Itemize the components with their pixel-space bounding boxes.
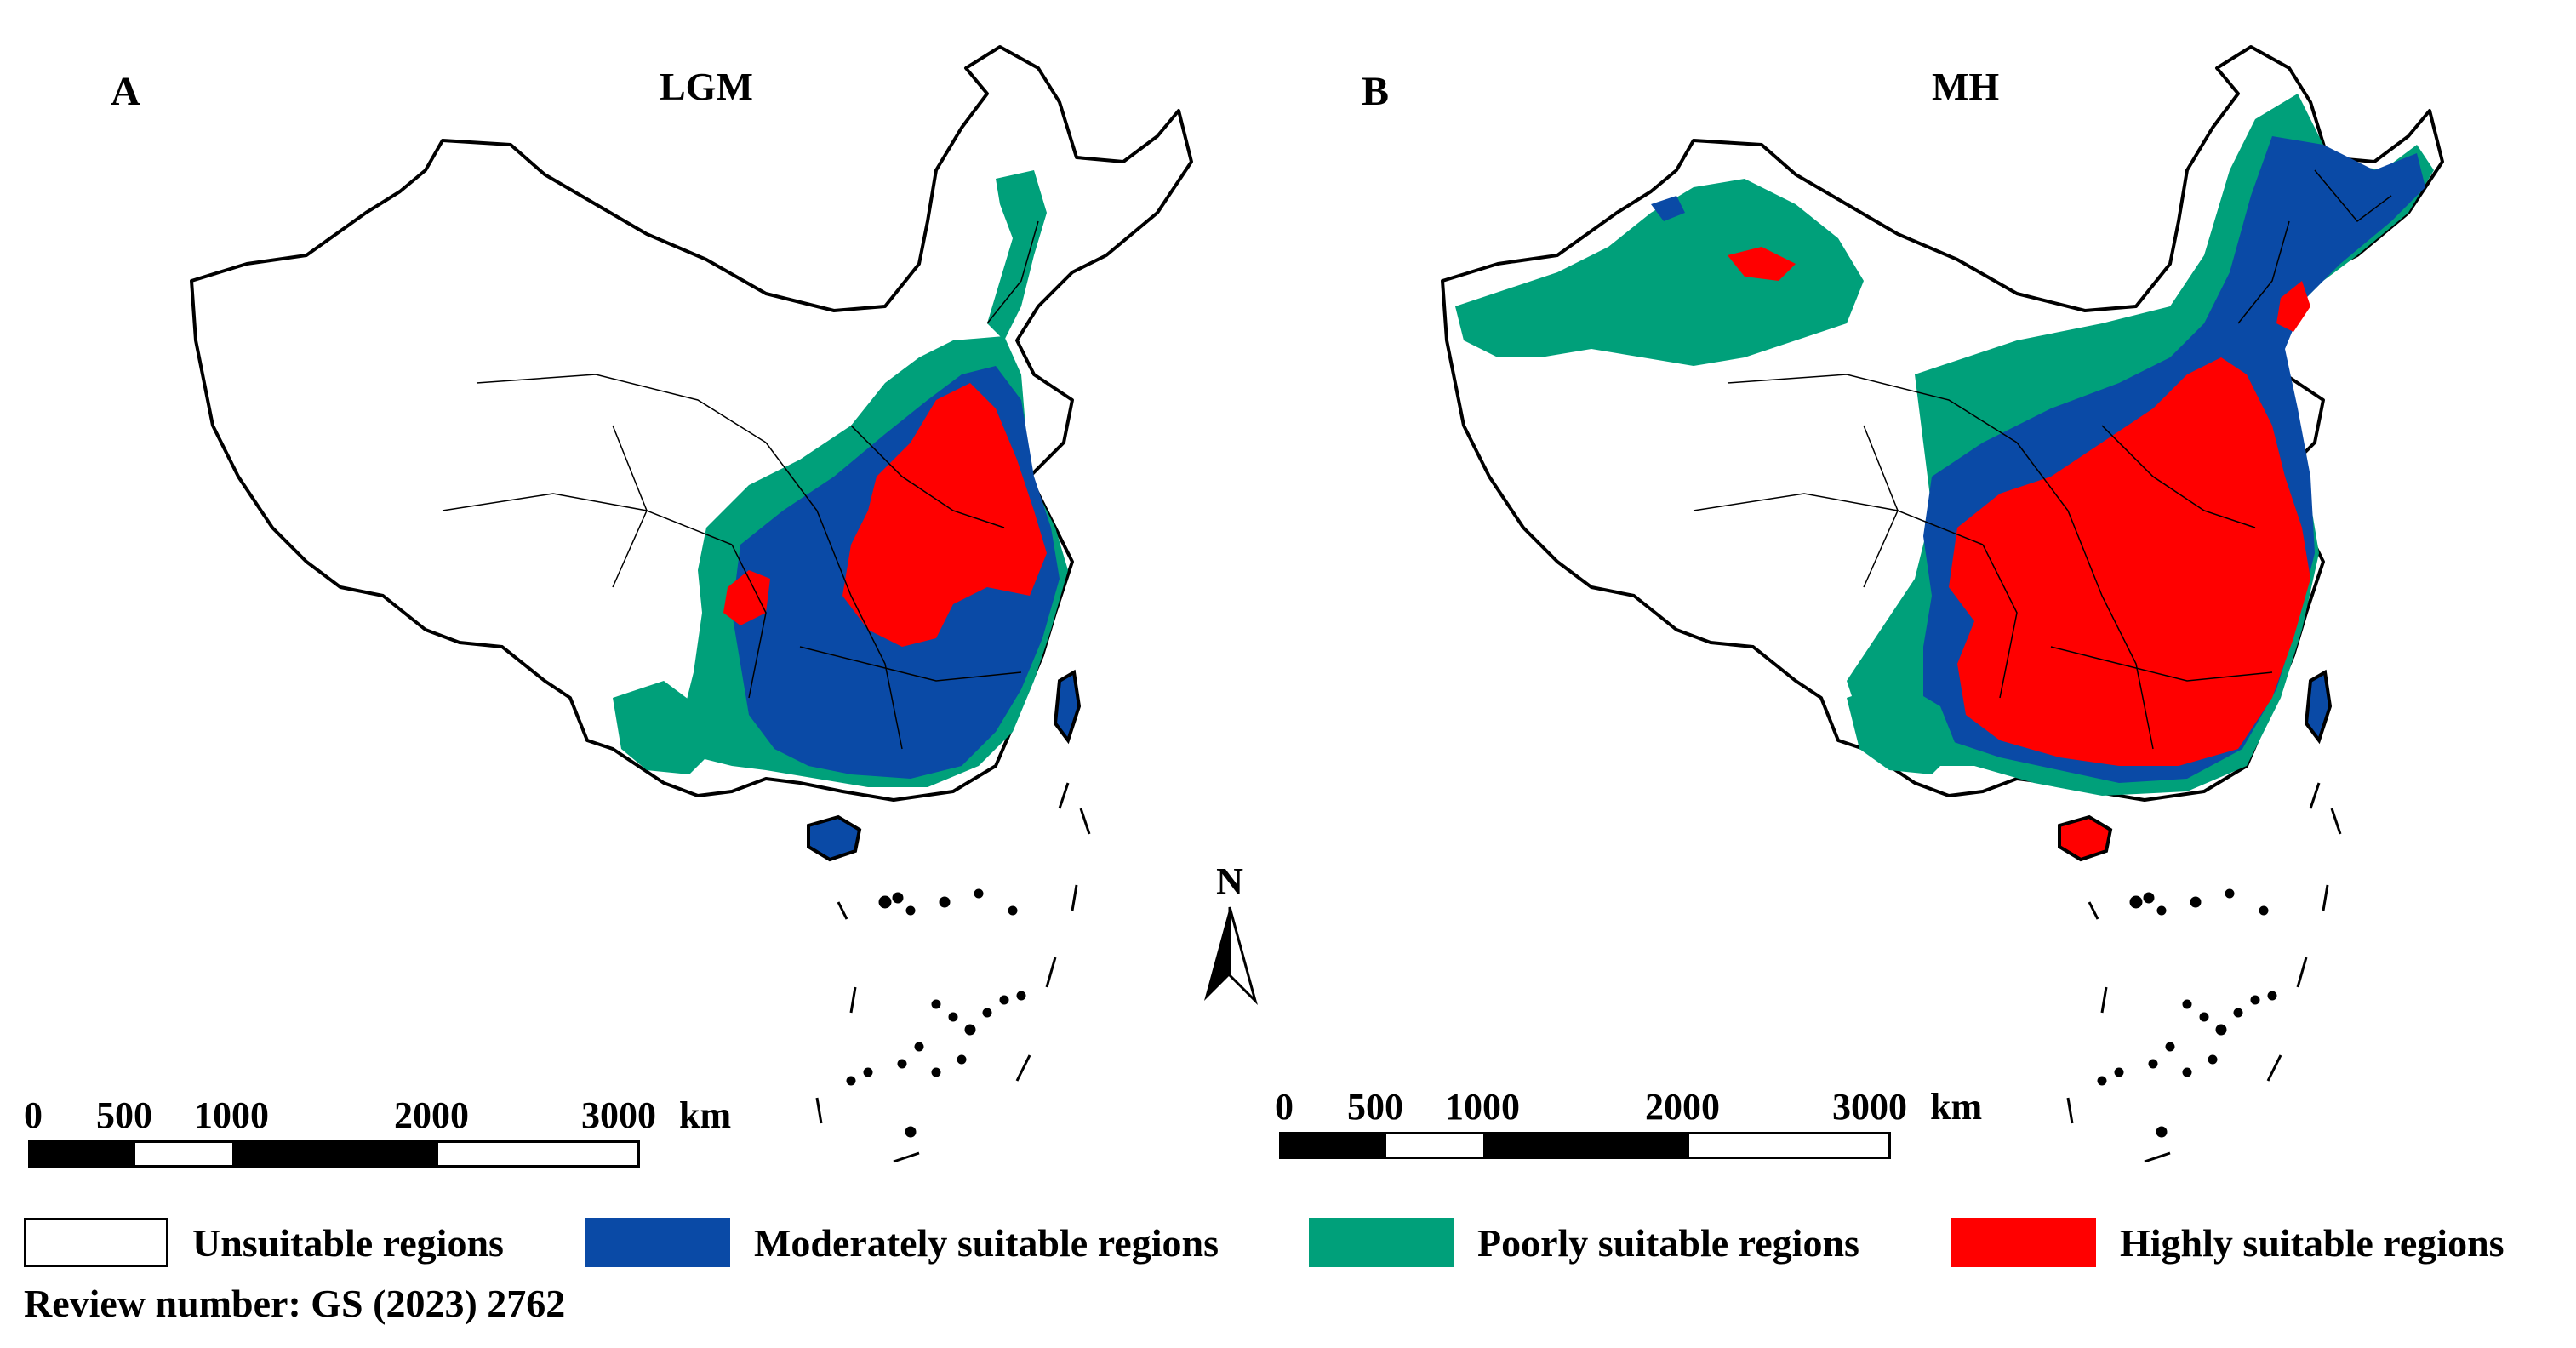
north-arrow-icon <box>1204 906 1258 1006</box>
scale-segment <box>233 1140 437 1168</box>
legend-label: Unsuitable regions <box>192 1220 504 1265</box>
legend-item-moderate: Moderately suitable regions <box>585 1213 1219 1272</box>
scale-bar: 0 500 1000 2000 3000 km <box>24 1094 731 1179</box>
legend-item-poor: Poorly suitable regions <box>1309 1213 1859 1272</box>
scale-segment <box>28 1140 134 1168</box>
scale-segment <box>436 1140 640 1168</box>
high-zone <box>1949 357 2310 766</box>
scale-tick-label: 1000 <box>194 1094 269 1136</box>
moderate-zone-xinjiang <box>1651 196 1685 221</box>
poor-zone-southwest <box>613 681 715 774</box>
scale-tick-label: 0 <box>1275 1086 1294 1128</box>
taiwan-island <box>2304 669 2333 745</box>
taiwan-island <box>1053 669 1082 745</box>
scale-tick-label: 2000 <box>394 1094 469 1136</box>
scale-segment <box>1484 1132 1688 1159</box>
legend-label: Poorly suitable regions <box>1477 1220 1859 1265</box>
china-map-mh <box>1441 45 2444 1163</box>
high-zone-xinjiang <box>1728 247 1796 281</box>
legend-label: Moderately suitable regions <box>754 1220 1219 1265</box>
scale-tick-label: 2000 <box>1645 1086 1720 1128</box>
poor-zone-northeast <box>987 170 1047 340</box>
province-boundaries <box>442 220 1039 750</box>
hainan-island <box>2058 814 2113 862</box>
legend: Unsuitable regions Moderately suitable r… <box>24 1213 2568 1272</box>
scale-tick-label: 3000 <box>581 1094 656 1136</box>
poor-zone-southwest <box>1847 681 1957 774</box>
province-boundaries <box>1693 169 2392 750</box>
legend-swatch <box>585 1218 730 1267</box>
legend-item-unsuitable: Unsuitable regions <box>24 1213 504 1272</box>
legend-item-high: Highly suitable regions <box>1951 1213 2505 1272</box>
scale-tick-label: 500 <box>1347 1086 1403 1128</box>
legend-swatch <box>24 1218 168 1267</box>
hainan-island <box>807 814 862 862</box>
panel-title: MH <box>1932 65 2000 108</box>
scale-segment <box>133 1140 235 1168</box>
legend-swatch <box>1951 1218 2096 1267</box>
scale-segment <box>1279 1132 1385 1159</box>
review-number: Review number: GS (2023) 2762 <box>24 1282 566 1325</box>
map-panel-lgm: A LGM 0 500 1000 2000 3000 km <box>0 0 1277 1208</box>
scale-tick-label: 1000 <box>1445 1086 1520 1128</box>
high-zone <box>842 383 1047 647</box>
north-label: N <box>1216 860 1243 902</box>
scale-tick-label: 3000 <box>1832 1086 1907 1128</box>
high-zone-northeast <box>2276 281 2310 332</box>
scale-tick-label: 0 <box>24 1094 43 1136</box>
scale-unit: km <box>679 1094 732 1136</box>
china-map-lgm <box>190 45 1193 1163</box>
map-panel-mh: B MH 0 500 1000 2000 3000 km <box>1251 0 2527 1208</box>
panel-title: LGM <box>660 65 753 108</box>
south-sea-islands <box>815 782 1091 1163</box>
scale-segment <box>1384 1132 1486 1159</box>
high-zone-sichuan <box>723 570 770 625</box>
poor-zone-xinjiang <box>1455 179 1864 366</box>
scale-unit: km <box>1930 1086 1983 1128</box>
legend-label: Highly suitable regions <box>2120 1220 2505 1265</box>
legend-swatch <box>1309 1218 1454 1267</box>
scale-bar: 0 500 1000 2000 3000 km <box>1275 1085 1982 1170</box>
north-arrow: N <box>1191 860 1268 1009</box>
panel-letter: B <box>1362 69 1390 114</box>
scale-tick-label: 500 <box>96 1094 152 1136</box>
panel-letter: A <box>111 69 140 114</box>
south-sea-islands <box>2066 782 2342 1163</box>
scale-segment <box>1687 1132 1891 1159</box>
